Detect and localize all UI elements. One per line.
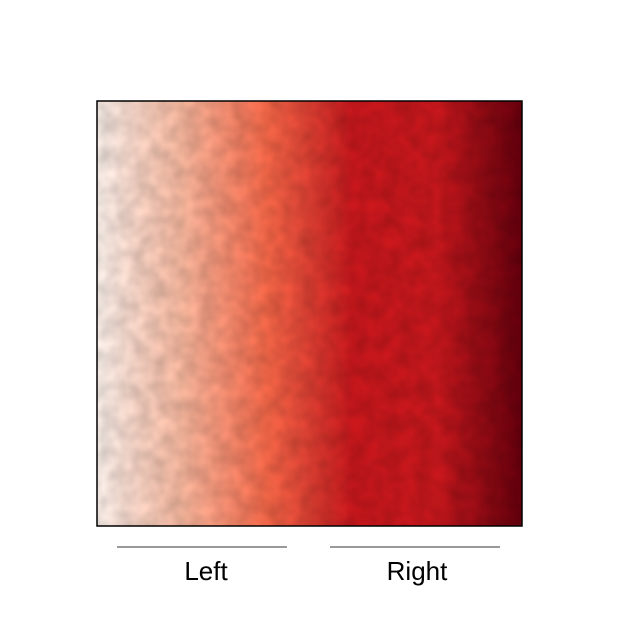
plot-frame [96, 100, 523, 527]
heatmap-area [97, 101, 522, 526]
left-group-label: Left [184, 556, 228, 586]
heatmap-texture [97, 101, 522, 526]
right-group-label: Right [387, 556, 448, 586]
